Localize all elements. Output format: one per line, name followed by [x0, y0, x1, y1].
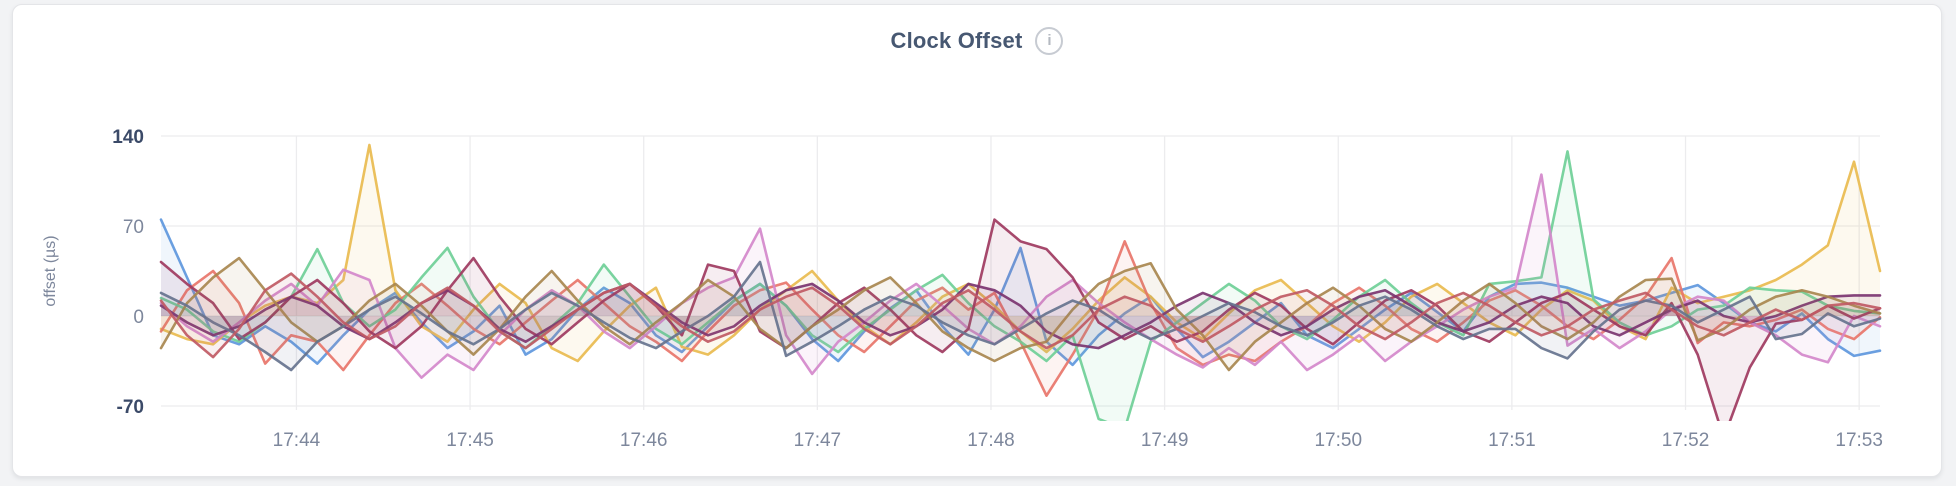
svg-text:0: 0 [133, 307, 144, 328]
series-node-7 [159, 282, 1882, 350]
series-node-9 [159, 260, 1882, 372]
svg-text:140: 140 [112, 127, 144, 148]
y-axis-label: offset (µs) [42, 235, 59, 306]
series-lines [159, 143, 1882, 421]
x-axis-ticks: 17:44 17:45 17:46 17:47 17:48 17:49 17:50 17:51… [273, 430, 1883, 451]
chart-header: Clock Offset i [13, 27, 1941, 55]
chart-title: Clock Offset [890, 28, 1023, 53]
series-node-5 [159, 173, 1882, 380]
clock-offset-card: Clock Offset i 140 70 0 -70 17:44 17:45 17:46 1… [12, 4, 1942, 477]
svg-text:17:44: 17:44 [273, 430, 321, 451]
svg-text:17:48: 17:48 [967, 430, 1015, 451]
svg-text:17:46: 17:46 [620, 430, 668, 451]
svg-text:17:45: 17:45 [446, 430, 494, 451]
svg-text:70: 70 [123, 217, 144, 238]
svg-text:17:50: 17:50 [1314, 430, 1362, 451]
y-axis-ticks: 140 70 0 -70 [112, 127, 144, 418]
info-icon[interactable]: i [1035, 27, 1064, 55]
gridlines [161, 135, 1880, 410]
svg-text:17:53: 17:53 [1835, 430, 1883, 451]
svg-text:17:52: 17:52 [1662, 430, 1710, 451]
svg-text:17:49: 17:49 [1141, 430, 1189, 451]
svg-text:-70: -70 [117, 397, 144, 418]
svg-text:17:51: 17:51 [1488, 430, 1536, 451]
series-node-4 [159, 150, 1882, 421]
series-node-10 [159, 272, 1882, 359]
svg-text:17:47: 17:47 [794, 430, 842, 451]
